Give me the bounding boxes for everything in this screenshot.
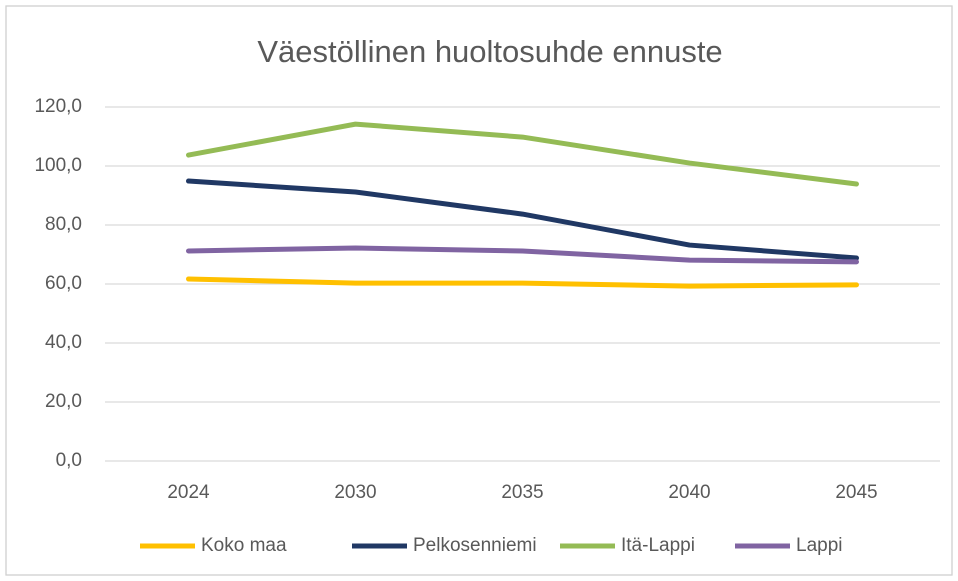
series-line bbox=[186, 245, 859, 265]
y-tick-label: 100,0 bbox=[34, 155, 82, 176]
x-tick-label: 2030 bbox=[334, 482, 376, 503]
y-tick-label: 80,0 bbox=[45, 214, 82, 235]
legend-label: Itä-Lappi bbox=[621, 535, 695, 556]
series-line bbox=[186, 178, 859, 261]
chart-title: Väestöllinen huoltosuhde ennuste bbox=[257, 34, 722, 69]
y-tick-label: 60,0 bbox=[45, 273, 82, 294]
series-line bbox=[186, 121, 859, 187]
x-tick-label: 2040 bbox=[668, 482, 710, 503]
legend-label: Koko maa bbox=[201, 535, 287, 556]
y-tick-label: 120,0 bbox=[34, 96, 82, 117]
y-tick-label: 20,0 bbox=[45, 391, 82, 412]
y-tick-label: 40,0 bbox=[45, 332, 82, 353]
x-tick-label: 2045 bbox=[835, 482, 877, 503]
x-tick-label: 2035 bbox=[501, 482, 543, 503]
chart-frame bbox=[5, 5, 953, 576]
legend-label: Pelkosenniemi bbox=[413, 535, 537, 556]
legend-label: Lappi bbox=[796, 535, 843, 556]
series-line bbox=[186, 276, 859, 289]
x-tick-label: 2024 bbox=[167, 482, 210, 503]
y-tick-label: 0,0 bbox=[56, 450, 82, 471]
